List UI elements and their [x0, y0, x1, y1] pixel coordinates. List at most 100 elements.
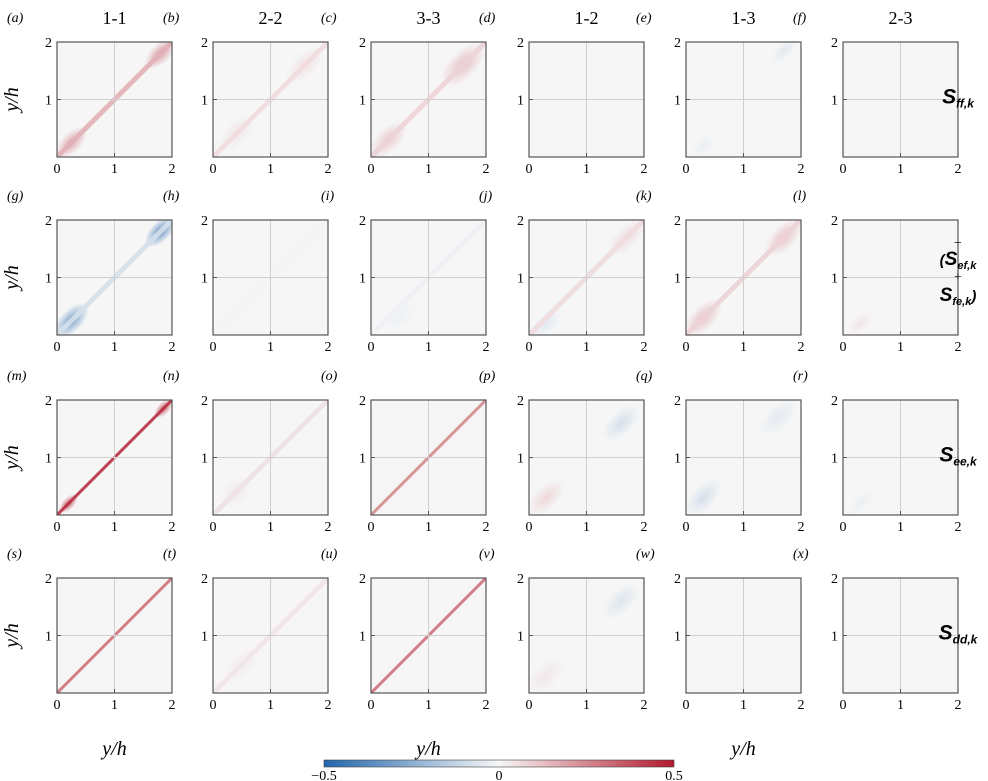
y-tick-label: 1 [201, 452, 208, 467]
heatmap-blob [601, 403, 641, 443]
x-tick-label: 2 [641, 340, 648, 355]
row-label: Sff,k [942, 86, 975, 111]
column-header-2-3: 2-3 [889, 8, 913, 28]
x-tick-label: 1 [897, 340, 904, 355]
x-tick-label: 2 [169, 520, 176, 535]
panel-label: (l) [793, 189, 807, 204]
panel-label: (n) [163, 369, 180, 384]
y-tick-label: 2 [674, 572, 681, 587]
heatmap-blob [380, 298, 419, 335]
x-tick-label: 2 [798, 162, 805, 177]
panel-d: 0 1 2 1 2 (d) [479, 11, 648, 177]
colorbar-tick-label: −0.5 [311, 769, 336, 781]
x-axis-label: y/h [100, 738, 126, 760]
x-tick-label: 0 [54, 698, 61, 713]
heatmap-blob [847, 490, 873, 515]
y-axis-label: y/h [1, 265, 23, 291]
y-tick-label: 2 [359, 572, 366, 587]
x-tick-label: 0 [368, 520, 375, 535]
panel-c: 0 1 2 1 2 (c) [321, 11, 490, 177]
colorbar [323, 759, 675, 768]
panel-q: 0 1 2 1 2 (q) [636, 369, 805, 535]
x-tick-label: 1 [583, 698, 590, 713]
x-axis-label: y/h [414, 738, 440, 760]
x-tick-label: 2 [955, 520, 962, 535]
y-tick-label: 1 [674, 94, 681, 109]
panel-label: (v) [479, 547, 495, 562]
panel-label: (g) [7, 189, 24, 204]
x-tick-label: 2 [955, 340, 962, 355]
y-tick-label: 2 [359, 394, 366, 409]
y-tick-label: 2 [831, 394, 838, 409]
x-tick-label: 1 [583, 162, 590, 177]
x-tick-label: 0 [683, 698, 690, 713]
panel-label: (w) [636, 547, 655, 562]
panel-label: (k) [636, 189, 652, 204]
x-tick-label: 2 [325, 340, 332, 355]
y-tick-label: 1 [831, 272, 838, 287]
panel-label: (m) [7, 369, 27, 384]
y-tick-label: 2 [359, 214, 366, 229]
y-tick-label: 2 [201, 572, 208, 587]
x-tick-label: 1 [583, 520, 590, 535]
x-tick-label: 0 [368, 340, 375, 355]
y-tick-label: 2 [674, 394, 681, 409]
x-tick-label: 2 [483, 698, 490, 713]
panel-label: (x) [793, 547, 809, 562]
y-tick-label: 1 [45, 452, 52, 467]
y-tick-label: 1 [831, 94, 838, 109]
row-label: Sdd,k [939, 622, 979, 647]
x-tick-label: 2 [483, 162, 490, 177]
panel-label: (i) [321, 189, 335, 204]
panel-k: 0 1 2 1 2 (k) [636, 189, 805, 355]
x-tick-label: 2 [641, 698, 648, 713]
heatmap-blob [686, 478, 723, 515]
y-tick-label: 2 [517, 214, 524, 229]
panel-label: (u) [321, 547, 338, 562]
heatmap-blob [529, 656, 566, 693]
panel-r: 0 1 2 1 2 (r) [793, 369, 962, 535]
column-header-1-2: 1-2 [575, 8, 599, 28]
x-tick-label: 1 [267, 698, 274, 713]
x-tick-label: 2 [798, 698, 805, 713]
column-header-1-1: 1-1 [103, 8, 127, 28]
x-tick-label: 2 [955, 698, 962, 713]
x-tick-label: 2 [798, 340, 805, 355]
heatmap-blob [847, 310, 873, 335]
y-tick-label: 1 [517, 94, 524, 109]
y-tick-label: 1 [674, 452, 681, 467]
panel-v: 0 1 2 1 2 (v) [479, 547, 648, 713]
y-tick-label: 2 [45, 394, 52, 409]
y-tick-label: 1 [674, 630, 681, 645]
x-tick-label: 1 [740, 340, 747, 355]
heatmap-blob [690, 132, 716, 157]
y-tick-label: 2 [201, 36, 208, 51]
y-tick-label: 2 [674, 214, 681, 229]
column-header-2-2: 2-2 [259, 8, 283, 28]
heatmap-blob [530, 307, 563, 335]
panel-p: 0 1 2 1 2 (p) [479, 369, 648, 535]
y-tick-label: 2 [45, 36, 52, 51]
panel-label: (t) [163, 547, 177, 562]
row-label: See,k [939, 444, 978, 469]
x-tick-label: 0 [54, 520, 61, 535]
panel-s: 0 1 2 1 2 (s) [7, 547, 176, 713]
x-tick-label: 0 [368, 698, 375, 713]
panel-u: 0 1 2 1 2 (u) [321, 547, 490, 713]
y-tick-label: 1 [201, 272, 208, 287]
y-tick-label: 2 [831, 572, 838, 587]
row-label-plus: + [954, 270, 962, 285]
x-tick-label: 0 [840, 162, 847, 177]
x-tick-label: 0 [840, 698, 847, 713]
x-tick-label: 0 [210, 698, 217, 713]
panel-x: 0 1 2 1 2 (x) [793, 547, 962, 713]
x-tick-label: 0 [210, 340, 217, 355]
y-tick-label: 2 [517, 36, 524, 51]
x-tick-label: 2 [169, 698, 176, 713]
y-tick-label: 2 [201, 394, 208, 409]
x-tick-label: 2 [641, 520, 648, 535]
x-tick-label: 0 [840, 340, 847, 355]
x-tick-label: 1 [897, 698, 904, 713]
x-tick-label: 1 [111, 520, 118, 535]
